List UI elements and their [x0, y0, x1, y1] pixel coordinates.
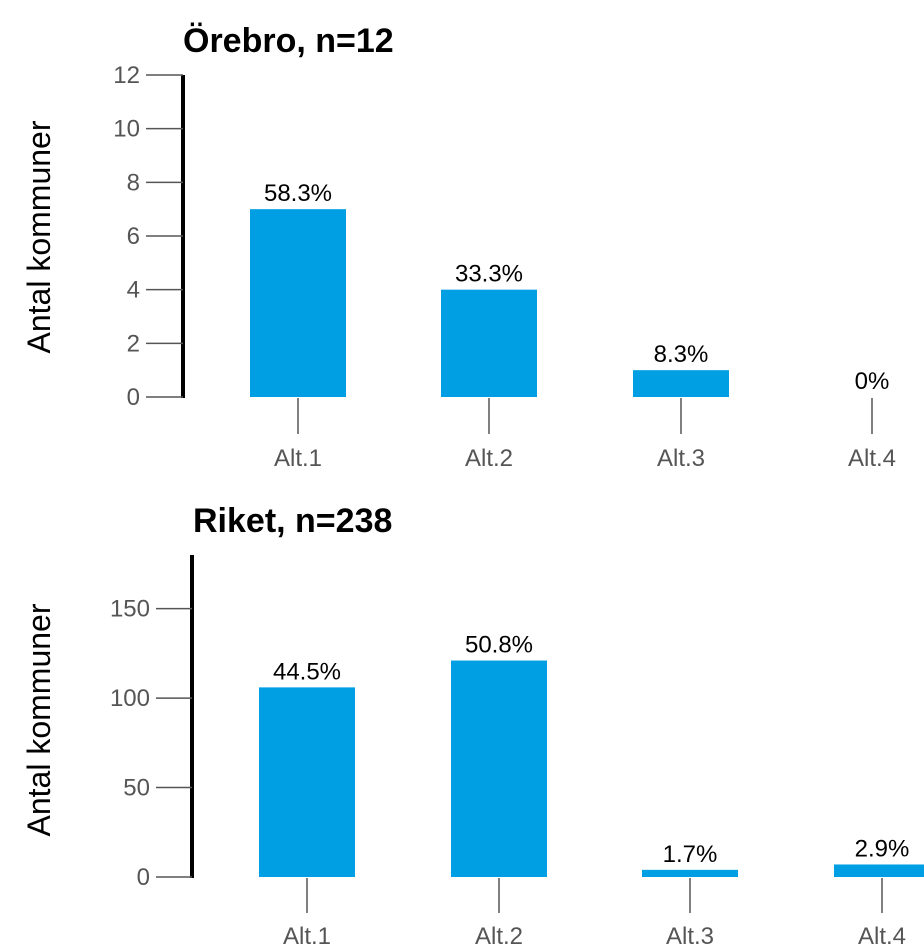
- data-label: 0%: [855, 368, 890, 395]
- data-label: 50.8%: [465, 632, 533, 659]
- y-tick-label: 8: [127, 169, 140, 196]
- y-tick-label: 12: [113, 62, 140, 89]
- y-tick-label: 50: [123, 775, 150, 802]
- y-axis-label: Antal kommuner: [21, 120, 57, 353]
- x-tick-label: Alt.3: [666, 923, 714, 950]
- x-tick-label: Alt.3: [657, 445, 705, 472]
- bar: [642, 869, 738, 877]
- y-axis-label: Antal kommuner: [21, 603, 57, 836]
- x-tick-label: Alt.4: [848, 445, 896, 472]
- y-axis: 0 50 100 150: [110, 555, 194, 891]
- data-label: 2.9%: [855, 835, 910, 862]
- chart-title: Örebro, n=12: [183, 22, 394, 60]
- bars: 58.3% Alt.1 33.3% Alt.2 8.3% Alt.3 0% Alt.4: [250, 180, 896, 472]
- x-tick-label: Alt.4: [858, 923, 906, 950]
- bars: 44.5% Alt.1 50.8% Alt.2 1.7% Alt.3 2.9% Alt.4: [259, 632, 924, 950]
- y-tick-label: 150: [110, 596, 150, 623]
- y-tick-label: 0: [127, 384, 140, 411]
- y-tick-label: 6: [127, 223, 140, 250]
- bar: [834, 864, 924, 877]
- bar: [250, 209, 346, 397]
- y-tick-label: 100: [110, 685, 150, 712]
- x-tick-label: Alt.2: [465, 445, 513, 472]
- bar: [451, 660, 547, 877]
- data-label: 33.3%: [455, 261, 523, 288]
- x-tick-label: Alt.1: [283, 923, 331, 950]
- data-label: 44.5%: [273, 658, 341, 685]
- chart-riket: Riket, n=238 Antal kommuner 0 50 100 150 44…: [21, 502, 924, 950]
- y-axis: 0 2 4 6 8 10 12: [113, 62, 185, 411]
- chart-orebro: Örebro, n=12 Antal kommuner 0 2 4 6 8 10 12 58…: [21, 22, 896, 472]
- x-tick-label: Alt.2: [475, 923, 523, 950]
- x-tick-label: Alt.1: [274, 445, 322, 472]
- y-tick-label: 0: [137, 864, 150, 891]
- data-label: 1.7%: [663, 841, 718, 868]
- bar: [441, 289, 537, 397]
- chart-title: Riket, n=238: [193, 502, 392, 540]
- bar: [259, 687, 355, 877]
- bar: [633, 370, 729, 397]
- data-label: 8.3%: [654, 341, 709, 368]
- y-tick-label: 4: [127, 277, 140, 304]
- data-label: 58.3%: [264, 180, 332, 207]
- y-tick-label: 10: [113, 116, 140, 143]
- y-tick-label: 2: [127, 330, 140, 357]
